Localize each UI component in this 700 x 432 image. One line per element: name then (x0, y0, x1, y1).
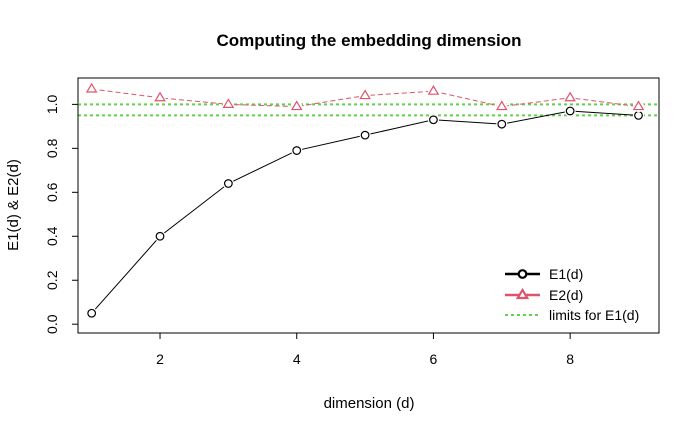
series-1-point-7 (564, 91, 576, 102)
legend-label-1: E2(d) (549, 287, 583, 303)
y-axis: 0.0 0.2 0.4 0.6 0.8 1.0 (44, 94, 79, 334)
y-axis-label: E1(d) & E2(d) (5, 159, 22, 251)
series-0-point-6 (497, 119, 507, 129)
y-tick-label-5: 1.0 (44, 94, 60, 114)
legend-swatch-marker-0 (517, 269, 528, 279)
series-1-point-3 (290, 100, 303, 111)
series-1-point-5 (427, 85, 440, 95)
x-tick-label-0: 2 (156, 351, 164, 367)
reference-lines (78, 103, 659, 117)
series-1-point-4 (359, 89, 371, 100)
series-1-point-2 (222, 98, 235, 108)
y-tick-label-0: 0.0 (44, 314, 60, 334)
series-0-point-4 (360, 130, 370, 140)
series-0-point-7 (565, 106, 575, 116)
x-tick-label-3: 8 (566, 351, 574, 367)
legend-label-reference: limits for E1(d) (549, 307, 639, 323)
series-layer (85, 82, 645, 319)
series-1-point-1 (154, 91, 166, 102)
legend: E1(d) E2(d) limits for E1(d) (505, 266, 639, 323)
series-0-point-8 (634, 110, 643, 120)
legend-swatch-marker-1 (515, 287, 530, 300)
y-tick-label-3: 0.6 (44, 182, 60, 202)
y-tick-label-1: 0.2 (44, 270, 60, 290)
series-0-point-3 (292, 146, 302, 155)
series-0-point-0 (87, 308, 97, 318)
x-tick-label-2: 6 (430, 351, 438, 367)
legend-label-0: E1(d) (549, 266, 583, 282)
series-0-point-2 (223, 179, 233, 188)
series-1-point-6 (495, 100, 508, 111)
series-0-point-5 (429, 115, 438, 125)
series-0-line (91, 110, 639, 314)
series-1-point-0 (85, 82, 98, 93)
series-0-point-1 (155, 231, 165, 241)
x-axis-label: dimension (d) (324, 395, 415, 412)
y-tick-label-4: 0.8 (44, 138, 60, 158)
y-tick-label-2: 0.4 (44, 226, 60, 246)
x-axis: 2 4 6 8 (156, 332, 574, 367)
x-tick-label-1: 4 (293, 351, 301, 367)
chart-title: Computing the embedding dimension (216, 31, 521, 50)
series-1-point-8 (632, 100, 645, 111)
